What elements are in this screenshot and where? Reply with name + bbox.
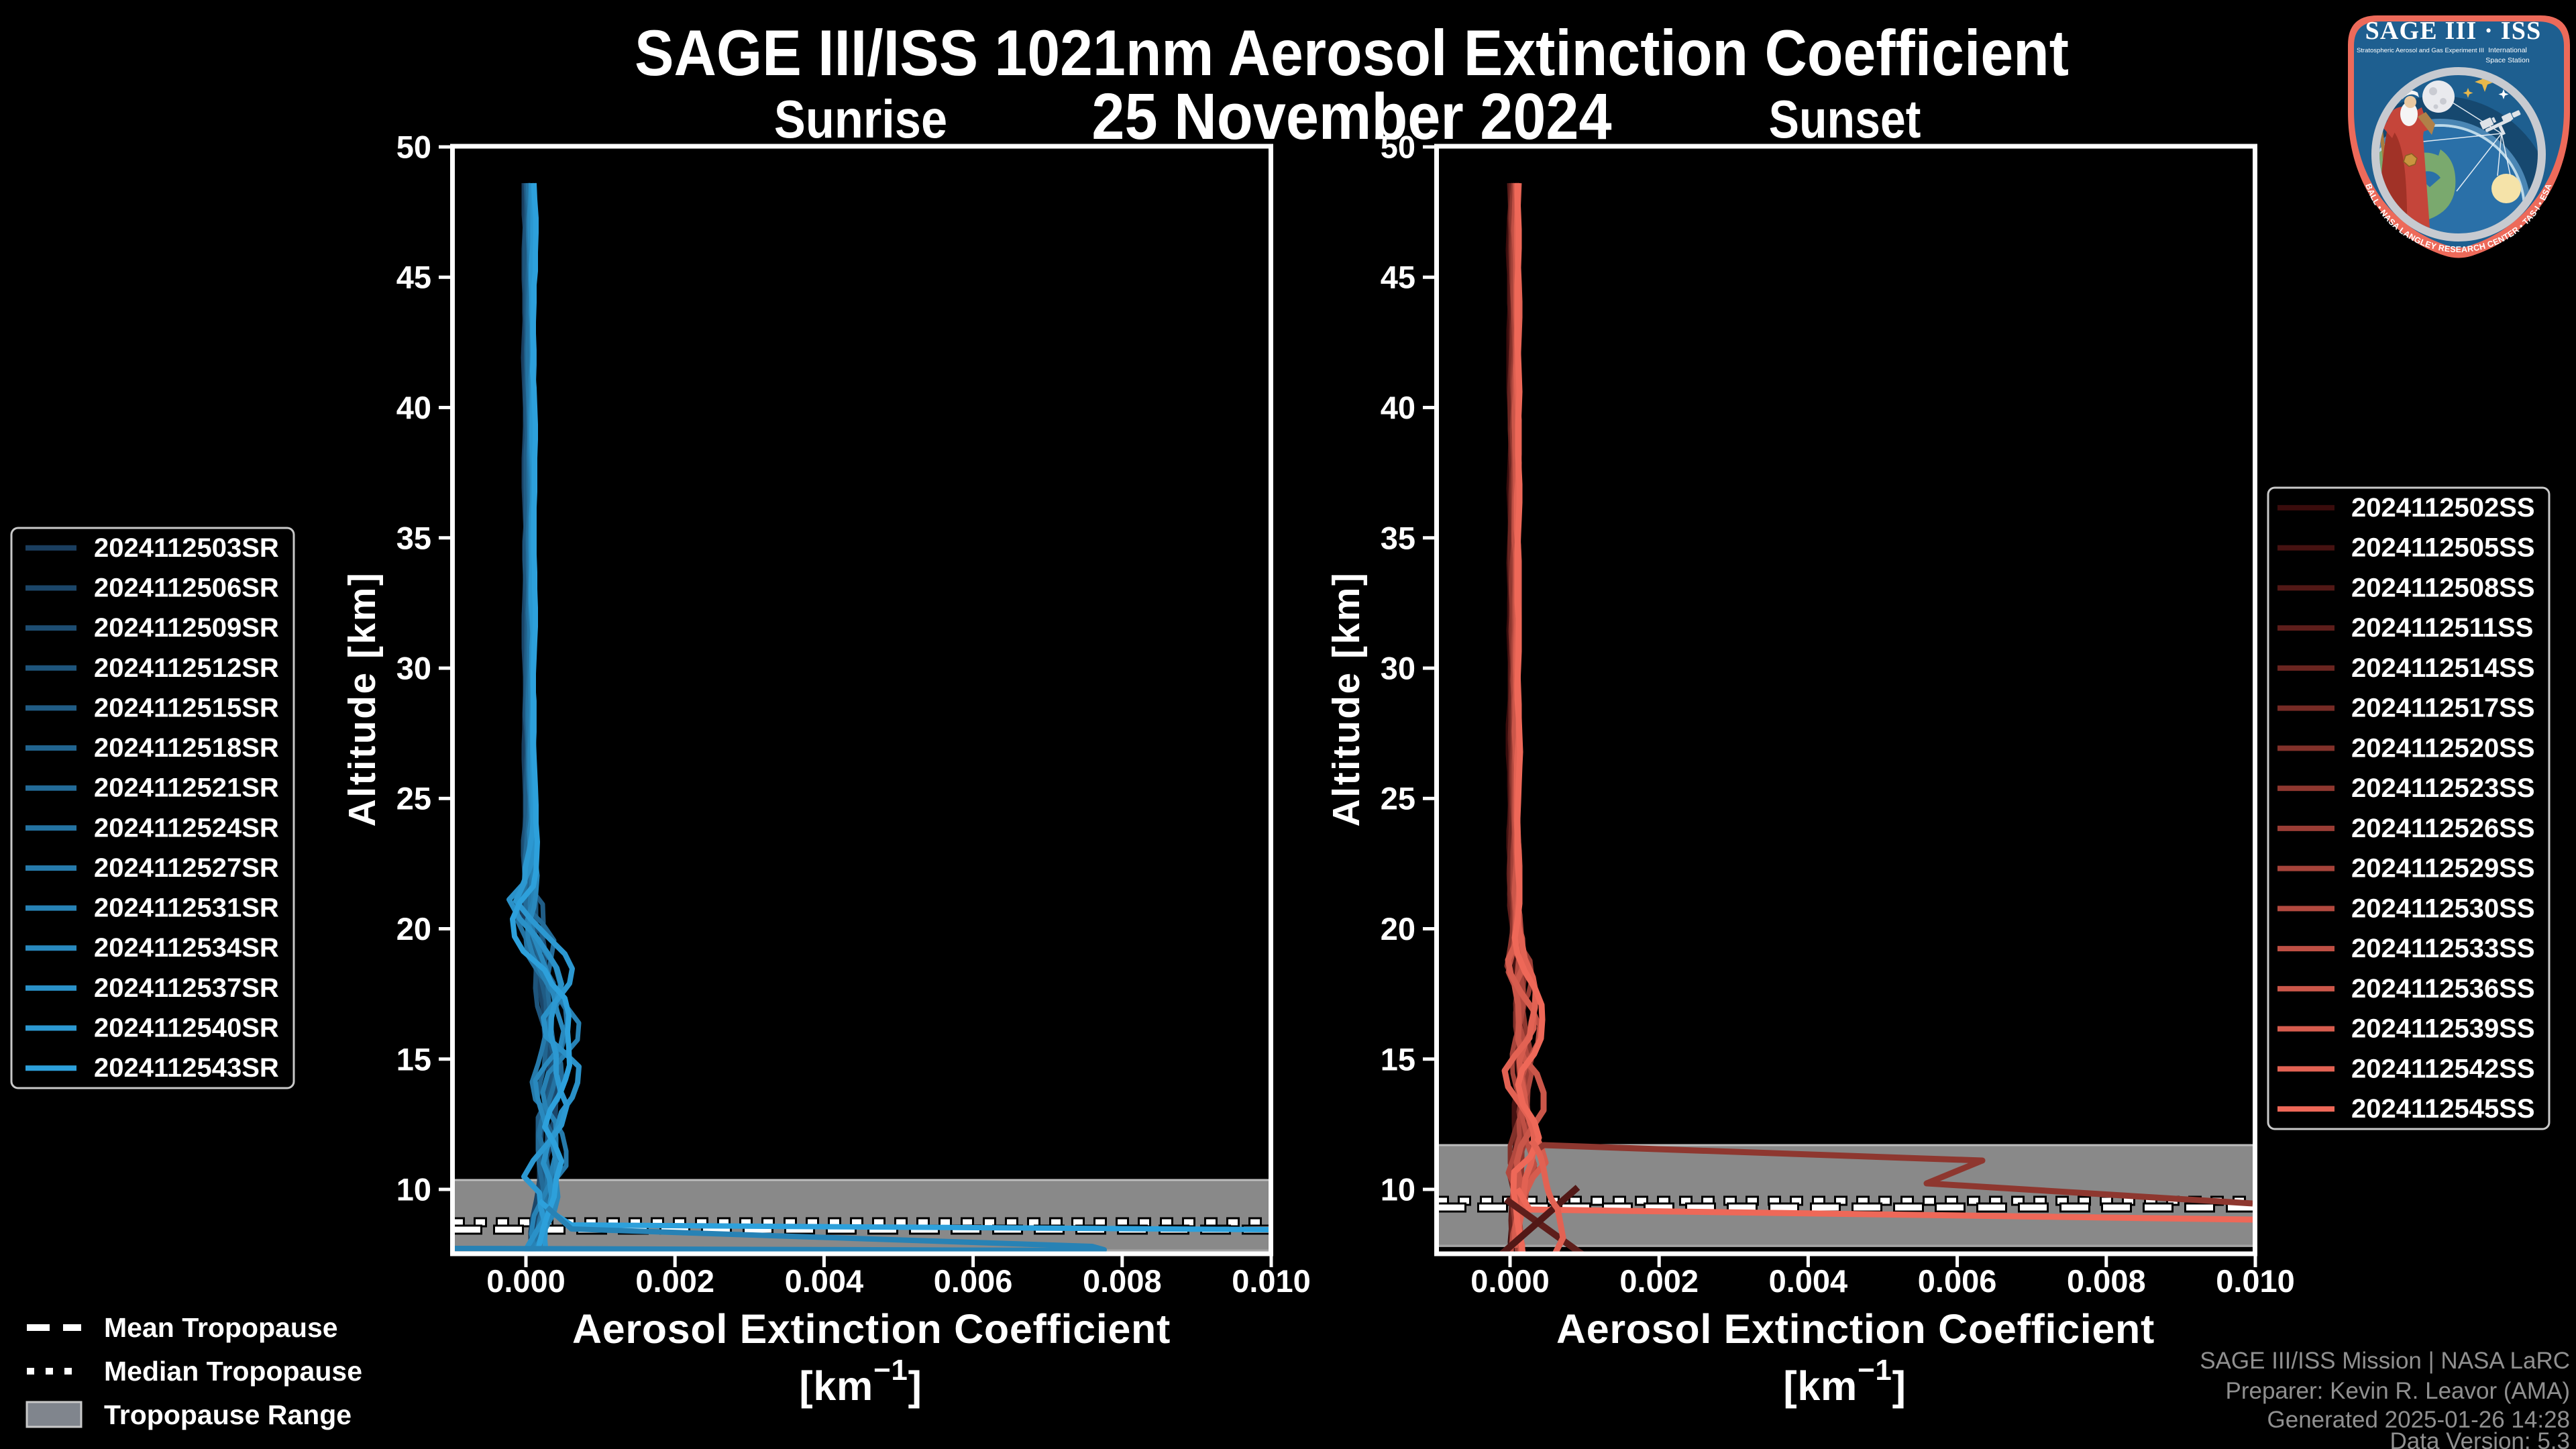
svg-text:2024112505SS: 2024112505SS — [2351, 533, 2535, 563]
svg-text:30: 30 — [1381, 651, 1415, 686]
svg-text:0.004: 0.004 — [1769, 1263, 1848, 1299]
svg-text:2024112511SS: 2024112511SS — [2351, 613, 2533, 643]
svg-text:Sunrise: Sunrise — [774, 89, 947, 149]
svg-text:Altitude [km]: Altitude [km] — [1325, 572, 1368, 827]
svg-text:0.006: 0.006 — [934, 1263, 1013, 1299]
svg-text:0.000: 0.000 — [486, 1263, 566, 1299]
svg-text:Median Tropopause: Median Tropopause — [104, 1356, 362, 1387]
svg-text:2024112509SR: 2024112509SR — [94, 613, 279, 643]
svg-text:50: 50 — [396, 129, 431, 165]
svg-text:2024112520SS: 2024112520SS — [2351, 733, 2535, 763]
svg-text:SAGE III · ISS: SAGE III · ISS — [2365, 17, 2542, 45]
svg-text:2024112521SR: 2024112521SR — [94, 773, 279, 803]
svg-text:0.006: 0.006 — [1918, 1263, 1997, 1299]
svg-text:Preparer: Kevin R. Leavor (AMA: Preparer: Kevin R. Leavor (AMA) — [2225, 1378, 2570, 1404]
svg-text:2024112540SR: 2024112540SR — [94, 1014, 279, 1043]
svg-text:SAGE III/ISS Mission | NASA La: SAGE III/ISS Mission | NASA LaRC — [2200, 1348, 2570, 1374]
svg-text:Tropopause Range: Tropopause Range — [104, 1399, 352, 1430]
svg-text:2024112542SS: 2024112542SS — [2351, 1054, 2535, 1083]
svg-text:2024112539SS: 2024112539SS — [2351, 1014, 2535, 1044]
svg-text:2024112506SR: 2024112506SR — [94, 574, 279, 603]
svg-text:20: 20 — [1381, 911, 1415, 947]
svg-text:SAGE III/ISS 1021nm Aerosol Ex: SAGE III/ISS 1021nm Aerosol Extinction C… — [635, 16, 2069, 89]
svg-text:40: 40 — [396, 390, 431, 425]
svg-text:2024112523SS: 2024112523SS — [2351, 773, 2535, 803]
svg-text:2024112508SS: 2024112508SS — [2351, 573, 2535, 602]
svg-text:Aerosol Extinction Coefficient: Aerosol Extinction Coefficient — [1556, 1306, 2155, 1352]
svg-text:Stratospheric Aerosol and Gas: Stratospheric Aerosol and Gas Experiment… — [2357, 47, 2484, 54]
svg-text:0.010: 0.010 — [2216, 1263, 2295, 1299]
svg-text:2024112534SR: 2024112534SR — [94, 933, 279, 963]
svg-text:10: 10 — [396, 1172, 431, 1208]
svg-text:40: 40 — [1381, 390, 1415, 425]
svg-text:International: International — [2488, 46, 2527, 54]
svg-text:30: 30 — [396, 651, 431, 686]
svg-text:0.002: 0.002 — [1619, 1263, 1699, 1299]
svg-text:25: 25 — [396, 781, 431, 816]
svg-text:2024112531SR: 2024112531SR — [94, 894, 279, 923]
svg-text:50: 50 — [1381, 129, 1415, 165]
svg-text:2024112533SS: 2024112533SS — [2351, 934, 2535, 963]
svg-text:0.008: 0.008 — [2067, 1263, 2146, 1299]
svg-text:15: 15 — [1381, 1041, 1415, 1077]
svg-text:2024112543SR: 2024112543SR — [94, 1053, 279, 1083]
svg-text:2024112537SR: 2024112537SR — [94, 973, 279, 1003]
svg-text:2024112515SR: 2024112515SR — [94, 693, 279, 722]
svg-text:2024112503SR: 2024112503SR — [94, 533, 279, 563]
svg-text:Mean Tropopause: Mean Tropopause — [104, 1312, 338, 1343]
svg-text:25 November 2024: 25 November 2024 — [1091, 80, 1612, 153]
svg-text:25: 25 — [1381, 781, 1415, 816]
svg-text:Aerosol Extinction Coefficient: Aerosol Extinction Coefficient — [572, 1306, 1171, 1352]
svg-text:2024112526SS: 2024112526SS — [2351, 814, 2535, 843]
svg-text:Sunset: Sunset — [1769, 89, 1921, 149]
svg-text:15: 15 — [396, 1041, 431, 1077]
svg-text:2024112514SS: 2024112514SS — [2351, 653, 2535, 683]
svg-text:2024112517SS: 2024112517SS — [2351, 694, 2535, 723]
svg-text:Altitude [km]: Altitude [km] — [341, 572, 384, 827]
svg-text:45: 45 — [1381, 260, 1415, 295]
svg-text:Generated 2025-01-26 14:28: Generated 2025-01-26 14:28 — [2267, 1407, 2570, 1433]
svg-text:2024112545SS: 2024112545SS — [2351, 1094, 2535, 1124]
svg-text:2024112518SR: 2024112518SR — [94, 733, 279, 763]
svg-text:0.010: 0.010 — [1232, 1263, 1311, 1299]
svg-text:2024112536SS: 2024112536SS — [2351, 974, 2535, 1004]
svg-text:2024112530SS: 2024112530SS — [2351, 894, 2535, 923]
svg-text:35: 35 — [1381, 520, 1415, 555]
svg-text:[km−1]: [km−1] — [1783, 1354, 1906, 1409]
svg-text:10: 10 — [1381, 1172, 1415, 1208]
svg-text:35: 35 — [396, 520, 431, 555]
svg-text:0.000: 0.000 — [1470, 1263, 1550, 1299]
svg-text:2024112527SR: 2024112527SR — [94, 853, 279, 883]
svg-text:2024112529SS: 2024112529SS — [2351, 854, 2535, 883]
svg-text:45: 45 — [396, 260, 431, 295]
svg-text:2024112512SR: 2024112512SR — [94, 653, 279, 683]
svg-text:0.008: 0.008 — [1083, 1263, 1162, 1299]
svg-text:0.004: 0.004 — [785, 1263, 864, 1299]
svg-text:20: 20 — [396, 911, 431, 947]
svg-text:0.002: 0.002 — [635, 1263, 714, 1299]
svg-text:2024112524SR: 2024112524SR — [94, 813, 279, 843]
svg-text:2024112502SS: 2024112502SS — [2351, 493, 2535, 523]
svg-text:Space Station: Space Station — [2485, 56, 2530, 64]
svg-text:Data Version: 5.3: Data Version: 5.3 — [2390, 1428, 2571, 1449]
